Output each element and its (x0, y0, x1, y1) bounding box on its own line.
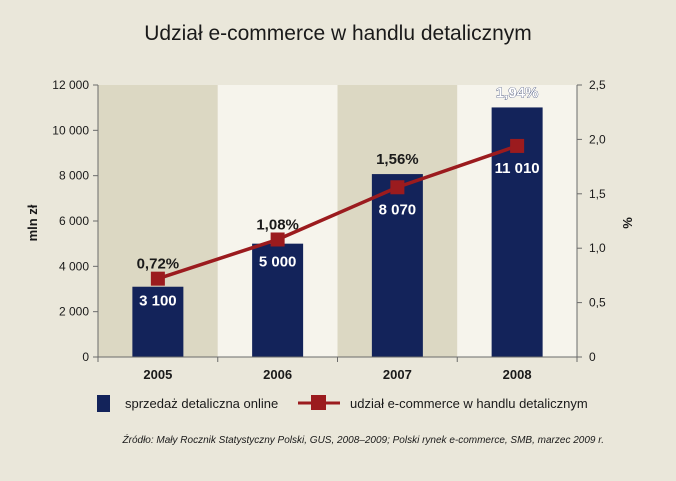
x-tick-label: 2006 (263, 367, 292, 382)
y-tick-label: 10 000 (52, 123, 89, 137)
x-axis: 2005 2006 2007 2008 (97, 356, 578, 382)
y-tick-label: 0 (82, 350, 89, 364)
y-tick-label: 8 000 (59, 169, 89, 183)
line-series (150, 138, 525, 286)
line-marker (390, 180, 405, 195)
source-note: Źródło: Mały Rocznik Statystyczny Polski… (122, 433, 604, 446)
y-tick-label: 6 000 (59, 214, 89, 228)
line-value-label: 0,72% (137, 256, 180, 273)
bar (252, 243, 304, 357)
bar-value-label: 8 070 (379, 201, 417, 218)
bar-value-label: 11 010 (495, 160, 540, 177)
bar-value-label: 5 000 (259, 253, 297, 270)
data-labels: 3 100 5 000 8 070 11 010 0,72% 1,08% 1,56% 1,94… (137, 84, 540, 310)
x-tick-label: 2008 (503, 367, 532, 382)
bar (132, 286, 184, 357)
y2-axis-title: % (620, 217, 635, 229)
legend-swatch-marker (311, 395, 326, 410)
left-axis: 0 2 000 4 000 6 000 8 000 10 000 12 000 (52, 78, 99, 364)
line-marker (270, 232, 285, 247)
bar-series (132, 107, 543, 357)
y2-tick-label: 0,5 (589, 296, 606, 310)
line-value-label: 1,56% (376, 151, 419, 168)
y2-tick-label: 2,5 (589, 78, 606, 92)
legend-swatch-bar (97, 395, 110, 412)
y2-tick-label: 0 (589, 350, 596, 364)
x-tick-label: 2007 (383, 367, 412, 382)
y-tick-label: 2 000 (59, 305, 89, 319)
line-marker (510, 138, 525, 153)
x-tick-label: 2005 (143, 367, 172, 382)
y2-tick-label: 1,5 (589, 187, 606, 201)
y-tick-label: 4 000 (59, 259, 89, 273)
bar-value-label: 3 100 (139, 293, 177, 310)
y-axis-title: mln zł (25, 204, 40, 241)
y-tick-label: 12 000 (52, 78, 89, 92)
y2-tick-label: 1,0 (589, 241, 606, 255)
y2-tick-label: 2,0 (589, 132, 606, 146)
legend-label-line: udział e-commerce w handlu detalicznym (350, 396, 588, 411)
right-axis: 0 0,5 1,0 1,5 2,0 2,5 (576, 78, 606, 364)
line-path (157, 144, 518, 281)
chart-title: Udział e-commerce w handlu detalicznym (144, 22, 532, 45)
line-value-label: 1,08% (256, 216, 299, 233)
bar (371, 174, 423, 357)
legend: sprzedaż detaliczna online udział e-comm… (97, 395, 588, 412)
legend-label-bar: sprzedaż detaliczna online (125, 396, 278, 411)
line-marker (150, 271, 165, 286)
line-value-label: 1,94% (496, 84, 539, 101)
